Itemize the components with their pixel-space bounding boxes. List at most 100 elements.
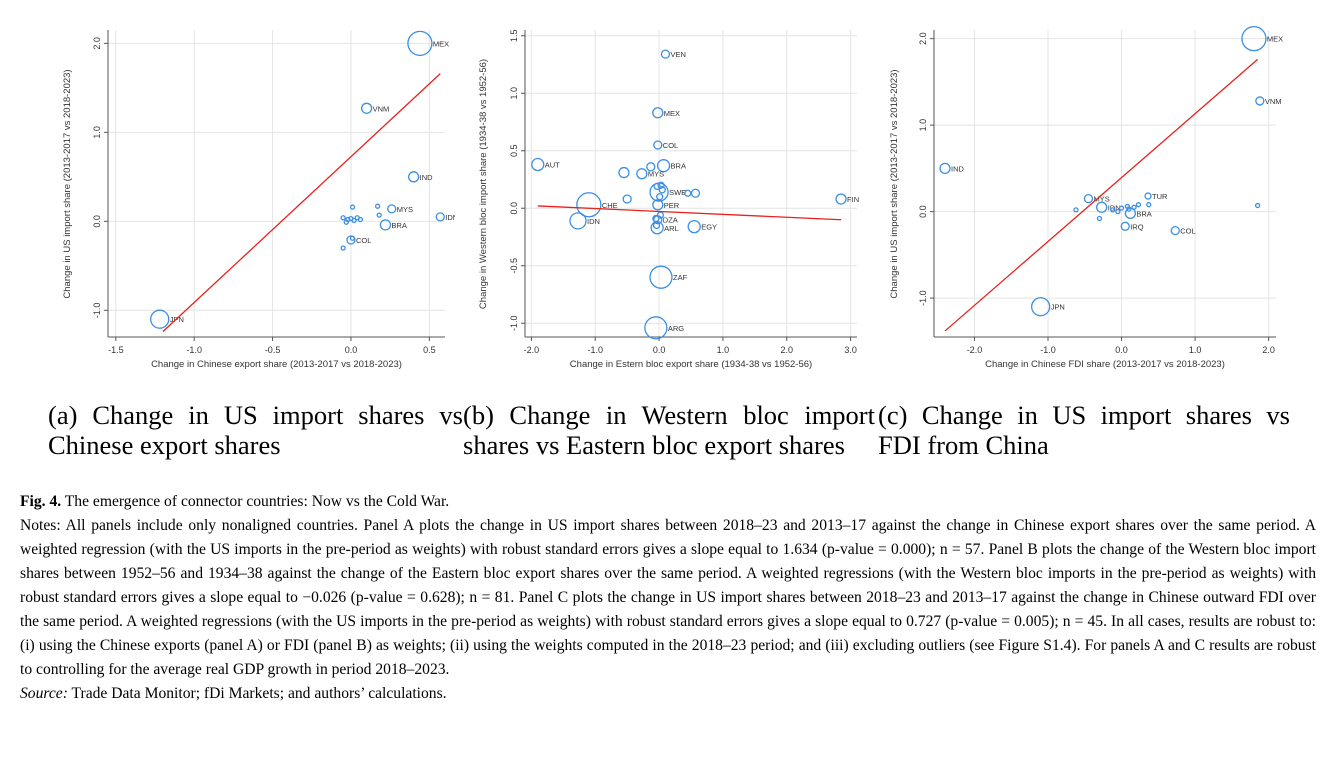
data-point [374,203,381,209]
y-tick-label: 1.0 [918,119,928,132]
point-label: DZA [663,216,678,225]
scatter-panel-a: -1.5 -1.0 -0.5 0.0 0.5 -1.0 0.0 1.0 2.0 Change in… [62,30,455,370]
y-tick-label: -1.0 [918,290,928,306]
y-tick-label: 1.5 [509,29,519,42]
data-point [349,204,356,210]
data-point [1131,204,1137,210]
source-label: Source: [20,685,68,702]
x-tick-label: -1.0 [1040,345,1056,355]
point-label: COL [1180,227,1195,236]
data-point [652,107,664,119]
point-label: IND [951,164,965,173]
y-tick-label: 1.0 [509,87,519,100]
x-axis-title: Change in Chinese export share (2013-201… [151,359,402,370]
x-tick-label: 1.0 [717,345,730,355]
data-point [652,214,660,223]
x-tick-label: 2.0 [781,345,794,355]
x-tick-label: 0.0 [345,345,358,355]
data-point [657,181,665,189]
data-point [150,309,170,329]
point-label: MEX [1267,35,1283,44]
y-axis-title: Change in US import share (2013-2017 vs … [62,69,73,298]
data-point [1135,202,1142,208]
data-point [435,212,445,222]
data-point [835,193,847,205]
data-point [1073,207,1079,213]
x-tick-label: -1.5 [108,345,124,355]
data-point [1096,215,1103,222]
data-point [644,316,668,340]
y-tick-label: -1.0 [92,303,102,319]
caption-title-line: Fig. 4. The emergence of connector count… [20,490,1316,514]
data-point [343,219,349,225]
caption-notes: Notes: All panels include only nonaligne… [20,517,1316,678]
data-point [646,162,656,172]
point-label: FIN [847,195,859,204]
point-label: COL [356,236,371,245]
point-label: ZAF [673,273,688,282]
point-label: MYS [648,170,664,179]
y-tick-label: 1.0 [92,126,102,139]
point-label: TUR [1152,192,1168,201]
subcaption-c: (c) Change in US import shares vs FDI fr… [878,400,1290,460]
data-point [656,159,671,173]
y-tick-label: 2.0 [918,32,928,45]
data-point [531,157,545,172]
point-label: IDN [587,217,600,226]
point-label: ARL [664,224,679,233]
scatter-panel-c: -2.0 -1.0 0.0 1.0 2.0 -1.0 0.0 1.0 2.0 Change in … [889,25,1283,370]
data-point [1254,202,1261,209]
point-label: AUT [545,161,560,170]
data-point [351,217,357,224]
data-point [1110,207,1116,213]
x-axis-title: Change in Chinese FDI share (2013-2017 v… [985,359,1225,370]
data-point [1146,202,1152,208]
data-point [660,49,671,59]
x-tick-label: 0.0 [653,345,666,355]
data-point [1096,201,1108,213]
data-point [379,219,392,231]
caption-source: Source: Trade Data Monitor; fDi Markets;… [20,682,1316,706]
x-tick-label: 0.0 [1115,345,1128,355]
point-label: MYS [1093,195,1109,204]
data-point [1126,206,1132,212]
point-label: ARG [668,324,684,333]
point-label: JPN [170,315,184,324]
fit-line [537,205,842,221]
data-point [656,193,664,201]
data-point [1241,25,1267,52]
data-point [346,235,356,245]
y-tick-label: 0.0 [509,202,519,215]
data-point [653,140,663,150]
data-point [1120,221,1130,231]
point-label: BRA [391,221,406,230]
data-point [349,235,356,241]
data-point [408,171,420,183]
data-point [1144,192,1152,200]
point-label: CHE [602,201,618,210]
point-label: PER [664,201,680,210]
data-point [340,215,346,221]
x-tick-label: -1.0 [186,345,202,355]
data-point [684,189,692,197]
data-point [576,192,602,218]
caption-title: The emergence of connector countries: No… [64,493,450,510]
x-tick-label: -2.0 [967,345,983,355]
fit-line [162,73,441,333]
x-axis-title: Change in Estern bloc export share (1934… [570,359,812,370]
point-label: COL [663,141,678,150]
point-label: JPN [1051,303,1065,312]
point-label: SWE [669,188,686,197]
data-point [1170,225,1180,236]
data-point [1118,205,1125,211]
x-tick-label: -2.0 [524,345,540,355]
data-point [376,212,382,218]
data-point [687,219,701,234]
data-point [407,30,433,56]
figure-label: Fig. 4. [20,493,62,510]
data-point [636,168,648,180]
data-point [357,216,364,223]
point-label: VNM [1265,97,1282,106]
source-text: Trade Data Monitor; fDi Markets; and aut… [71,685,447,702]
point-label: VEN [670,50,685,59]
